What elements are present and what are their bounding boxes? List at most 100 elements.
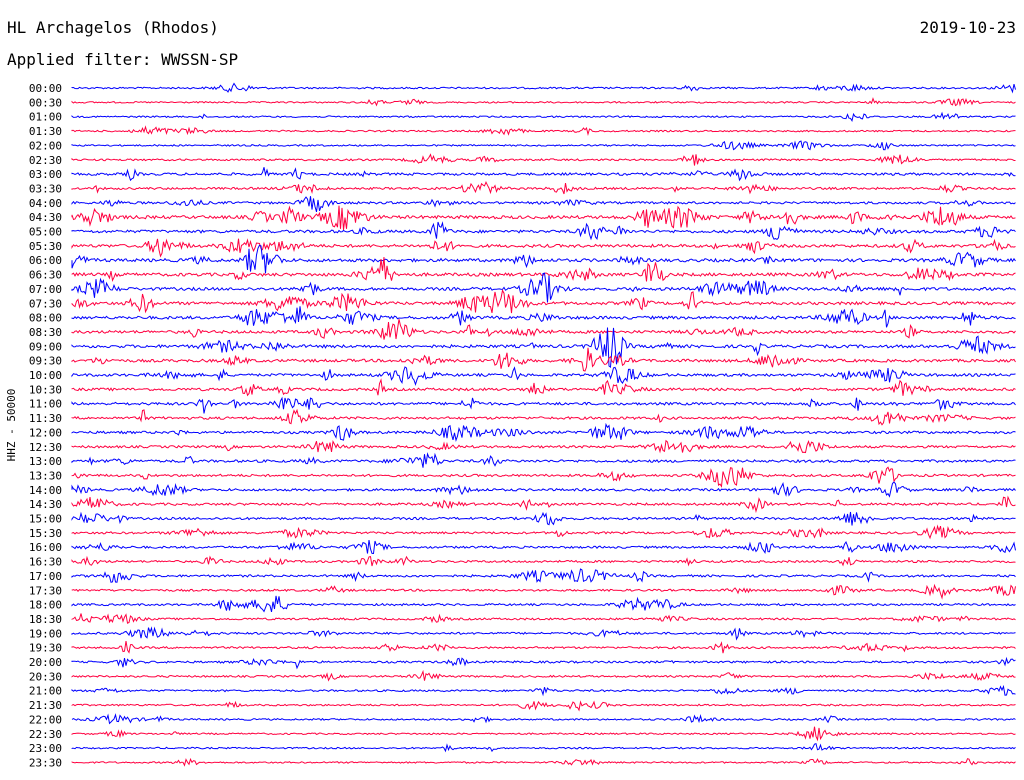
row-tick-label: 18:00 <box>29 599 62 612</box>
trace-line <box>71 408 1016 426</box>
row-tick-label: 09:30 <box>29 355 62 368</box>
trace-line <box>71 656 1016 670</box>
row-tick-label: 11:00 <box>29 398 62 411</box>
row-tick-label: 15:30 <box>29 527 62 540</box>
row-tick-label: 15:00 <box>29 513 62 526</box>
row-tick-label: 00:30 <box>29 96 62 109</box>
row-tick-label: 06:30 <box>29 269 62 282</box>
trace-line <box>71 221 1016 241</box>
row-tick-label: 07:00 <box>29 283 62 296</box>
row-tick-label: 13:00 <box>29 455 62 468</box>
trace-line <box>71 540 1016 555</box>
trace-line <box>71 180 1016 195</box>
row-tick-label: 06:00 <box>29 254 62 267</box>
trace-line <box>71 757 1016 767</box>
row-tick-label: 20:00 <box>29 656 62 669</box>
row-tick-label: 11:30 <box>29 412 62 425</box>
row-tick-label: 03:00 <box>29 168 62 181</box>
row-tick-label: 00:00 <box>29 82 62 95</box>
trace-line <box>71 97 1016 107</box>
row-tick-label: 07:30 <box>29 297 62 310</box>
trace-line <box>71 82 1016 94</box>
row-tick-label: 17:00 <box>29 570 62 583</box>
trace-line <box>71 669 1016 682</box>
trace-line <box>71 422 1016 443</box>
row-tick-label: 10:30 <box>29 383 62 396</box>
trace-line <box>71 306 1016 328</box>
row-tick-label: 14:30 <box>29 498 62 511</box>
row-tick-label: 08:00 <box>29 312 62 325</box>
row-tick-label: 04:00 <box>29 197 62 210</box>
trace-line <box>71 140 1016 151</box>
trace-line <box>71 583 1016 600</box>
row-tick-label: 09:00 <box>29 340 62 353</box>
trace-line <box>71 684 1016 697</box>
trace-line <box>71 347 1016 372</box>
y-axis-label: HHZ - 50000 <box>5 389 18 462</box>
trace-line <box>71 511 1016 526</box>
trace-line <box>71 555 1016 567</box>
row-tick-label: 01:00 <box>29 111 62 124</box>
row-tick-label: 08:30 <box>29 326 62 339</box>
row-tick-label: 04:30 <box>29 211 62 224</box>
trace-line <box>71 396 1016 414</box>
trace-line <box>71 613 1016 624</box>
row-tick-label: 16:00 <box>29 541 62 554</box>
trace-line <box>71 726 1016 742</box>
trace-line <box>71 272 1016 303</box>
row-tick-label: 14:00 <box>29 484 62 497</box>
date-label: 2019-10-23 <box>919 18 1016 37</box>
row-tick-label: 02:00 <box>29 139 62 152</box>
trace-line <box>71 439 1016 454</box>
row-tick-label: 05:30 <box>29 240 62 253</box>
trace-line <box>71 466 1016 488</box>
row-tick-label: 16:30 <box>29 556 62 569</box>
trace-line <box>71 378 1016 397</box>
row-tick-label: 18:30 <box>29 613 62 626</box>
trace-line <box>71 167 1016 182</box>
row-tick-label: 02:30 <box>29 154 62 167</box>
row-tick-label: 19:30 <box>29 642 62 655</box>
row-tick-label: 22:00 <box>29 713 62 726</box>
row-tick-label: 21:30 <box>29 699 62 712</box>
trace-line <box>71 238 1016 258</box>
trace-line <box>71 700 1016 712</box>
trace-line <box>71 641 1016 654</box>
row-tick-label: 03:30 <box>29 182 62 195</box>
trace-line <box>71 495 1016 514</box>
row-tick-label: 13:30 <box>29 469 62 482</box>
trace-line <box>71 742 1016 753</box>
trace-line <box>71 289 1016 314</box>
row-tick-label: 22:30 <box>29 728 62 741</box>
trace-line <box>71 327 1016 369</box>
trace-line <box>71 595 1016 613</box>
row-tick-label: 21:00 <box>29 685 62 698</box>
row-tick-label: 01:30 <box>29 125 62 138</box>
trace-line <box>71 366 1016 387</box>
row-tick-label: 19:00 <box>29 627 62 640</box>
trace-line <box>71 319 1016 340</box>
trace-line <box>71 524 1016 540</box>
filter-label: Applied filter: WWSSN-SP <box>7 50 239 69</box>
row-tick-label: 17:30 <box>29 584 62 597</box>
row-tick-label: 12:30 <box>29 441 62 454</box>
trace-line <box>71 205 1016 230</box>
trace-group <box>71 82 1016 767</box>
trace-line <box>71 713 1016 725</box>
station-title: HL Archagelos (Rhodos) <box>7 18 219 37</box>
row-tick-label: 20:30 <box>29 670 62 683</box>
row-tick-label: 05:00 <box>29 226 62 239</box>
trace-line <box>71 125 1016 137</box>
trace-line <box>71 452 1016 468</box>
trace-line <box>71 626 1016 641</box>
trace-line <box>71 244 1016 274</box>
row-tick-label: 23:00 <box>29 742 62 755</box>
trace-line <box>71 196 1016 213</box>
trace-line <box>71 481 1016 498</box>
trace-line <box>71 111 1016 122</box>
row-tick-label: 10:00 <box>29 369 62 382</box>
row-tick-label: 23:30 <box>29 756 62 769</box>
row-tick-label: 12:00 <box>29 426 62 439</box>
